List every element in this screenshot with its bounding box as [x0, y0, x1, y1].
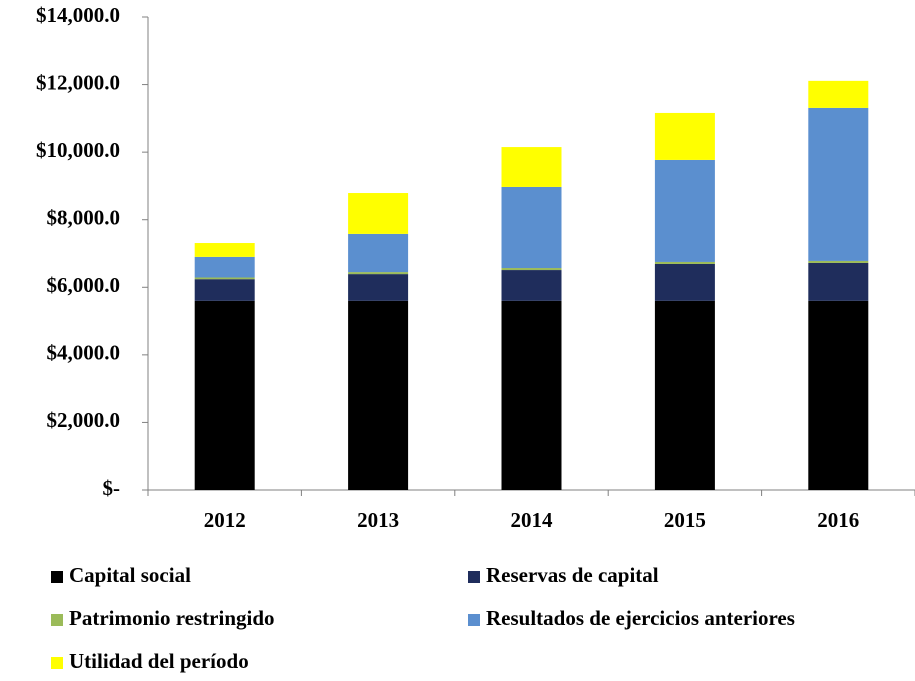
x-tick-label: 2012 [204, 508, 246, 532]
bar-segment [194, 279, 255, 301]
bar-segment [194, 243, 255, 257]
bar-segment [348, 300, 409, 490]
y-tick-label: $6,000.0 [47, 273, 121, 297]
x-tick-label: 2014 [511, 508, 554, 532]
legend-swatch [468, 571, 480, 583]
bar-segment [501, 270, 562, 301]
y-tick-label: $12,000.0 [36, 70, 120, 94]
bar-segment [654, 261, 715, 264]
legend-swatch [51, 657, 63, 669]
x-tick-label: 2016 [817, 508, 859, 532]
bar-segment [808, 300, 869, 490]
bar-segment [654, 263, 715, 301]
legend-swatch [51, 614, 63, 626]
bar-segment [654, 159, 715, 262]
bar-segment [348, 193, 409, 234]
bar-segment [654, 300, 715, 490]
x-tick-label: 2015 [664, 508, 706, 532]
bar-segment [501, 147, 562, 187]
bar-segment [654, 112, 715, 160]
y-tick-label: $2,000.0 [47, 408, 121, 432]
legend-swatch [468, 614, 480, 626]
bar-segment [348, 272, 409, 275]
bar-segment [501, 268, 562, 271]
legend-label: Utilidad del período [69, 649, 249, 673]
legend-label: Capital social [69, 563, 191, 587]
y-tick-label: $8,000.0 [47, 206, 121, 230]
bar-segment [501, 186, 562, 269]
legend-label: Reservas de capital [486, 563, 659, 587]
bar-segment [194, 256, 255, 278]
y-tick-label: $14,000.0 [36, 3, 120, 27]
bar-segment [808, 107, 869, 261]
legend-label: Patrimonio restringido [69, 606, 275, 630]
bar-segment [348, 274, 409, 301]
bar-segment [808, 80, 869, 108]
bar-segment [501, 300, 562, 490]
legend-label: Resultados de ejercicios anteriores [486, 606, 795, 630]
bar-segment [348, 233, 409, 273]
bar-segment [808, 262, 869, 301]
bar-segment [808, 260, 869, 263]
y-tick-label: $10,000.0 [36, 138, 120, 162]
x-tick-label: 2013 [357, 508, 399, 532]
y-tick-label: $- [103, 476, 121, 500]
legend-swatch [51, 571, 63, 583]
bar-segment [194, 300, 255, 490]
bar-segment [194, 277, 255, 280]
y-tick-label: $4,000.0 [47, 341, 121, 365]
